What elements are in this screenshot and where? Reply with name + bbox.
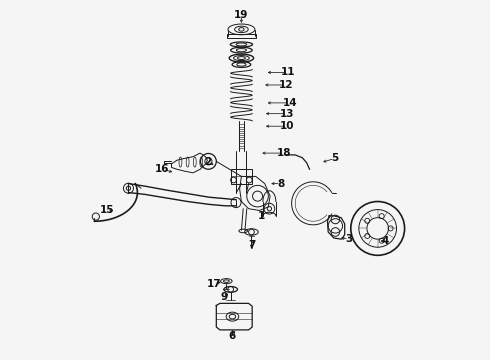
Bar [231,169,252,184]
Text: 12: 12 [279,80,294,90]
Text: 18: 18 [277,148,292,158]
Text: 4: 4 [381,236,389,246]
Text: 15: 15 [99,206,114,216]
Text: 16: 16 [155,164,170,174]
Text: 13: 13 [280,109,294,119]
Text: 10: 10 [280,121,294,131]
Text: 5: 5 [331,153,338,163]
Text: 1: 1 [258,211,265,221]
Text: 14: 14 [283,98,297,108]
Text: 8: 8 [277,179,285,189]
Text: 11: 11 [281,67,295,77]
Text: 2: 2 [204,157,211,167]
Text: 19: 19 [234,10,248,20]
Text: 7: 7 [248,239,256,249]
Text: 6: 6 [229,331,236,341]
Text: 9: 9 [221,292,228,302]
Text: 3: 3 [345,234,353,244]
Text: 17: 17 [207,279,222,289]
Bar [227,34,256,39]
